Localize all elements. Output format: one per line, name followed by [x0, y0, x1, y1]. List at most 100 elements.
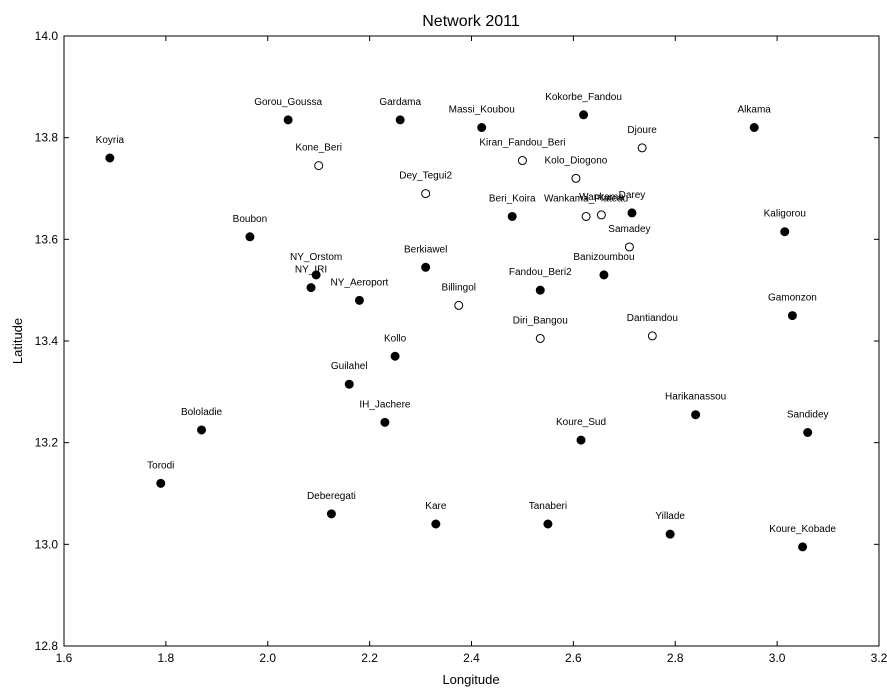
- point-label: Kaligorou: [764, 209, 806, 220]
- x-axis: 1.6 1.8 2.0 2.2 2.4 2.6 2.8 3.0 3.2: [56, 36, 887, 665]
- data-point: [421, 262, 431, 272]
- y-tick-label: 12.8: [35, 639, 59, 653]
- point-label: Koure_Sud: [556, 417, 606, 428]
- x-tick-label: 2.4: [463, 651, 480, 665]
- data-point: [535, 285, 545, 295]
- point-label: Sandidey: [787, 410, 829, 421]
- x-tick-label: 1.8: [158, 651, 175, 665]
- point-label: Tanaberi: [529, 501, 567, 512]
- point-label: Beri_Koira: [489, 193, 536, 204]
- data-point: [507, 211, 517, 221]
- point-label: Bololadie: [181, 407, 223, 418]
- data-point: [599, 270, 609, 280]
- point-label: Billingol: [442, 282, 476, 293]
- data-point: [156, 478, 166, 488]
- data-point: [380, 417, 390, 427]
- point-label: Wankama_Plateau: [544, 193, 628, 204]
- x-tick-label: 1.6: [56, 651, 73, 665]
- point-label: Gardama: [379, 97, 421, 108]
- data-point: [787, 311, 797, 321]
- point-label: Harikanassou: [665, 392, 726, 403]
- point-label: Gamonzon: [768, 293, 817, 304]
- point-label: Guilahel: [331, 361, 368, 372]
- data-point: [283, 115, 293, 125]
- y-axis-label: Latitude: [10, 318, 25, 364]
- x-axis-label: Longitude: [442, 672, 499, 687]
- data-point: [421, 189, 431, 199]
- point-label: NY_Orstom: [290, 252, 342, 263]
- point-label: IH_Jachere: [359, 399, 411, 410]
- point-label: Djoure: [627, 125, 657, 136]
- point-label: Kollo: [384, 333, 407, 344]
- plot-frame: [63, 35, 880, 647]
- x-tick-label: 2.2: [361, 651, 378, 665]
- data-point: [596, 210, 606, 220]
- x-tick-label: 2.6: [565, 651, 582, 665]
- data-point: [780, 227, 790, 237]
- point-label: Kiran_Fandou_Beri: [479, 138, 565, 149]
- point-label: Samadey: [608, 224, 650, 235]
- point-label: Kone_Beri: [295, 143, 342, 154]
- data-point: [477, 123, 487, 132]
- data-point: [535, 333, 545, 343]
- data-point: [803, 428, 813, 437]
- data-point: [354, 295, 364, 305]
- point-label: NY_IRI: [295, 265, 327, 276]
- data-point: [344, 379, 354, 389]
- data-point: [431, 519, 441, 529]
- x-tick-label: 3.0: [769, 651, 786, 665]
- chart-title: Network 2011: [422, 13, 520, 30]
- y-tick-label: 14.0: [35, 29, 59, 43]
- point-label: Torodi: [147, 460, 174, 471]
- data-point: [665, 529, 675, 539]
- data-point: [624, 242, 634, 252]
- point-label: Dantiandou: [627, 313, 678, 324]
- y-axis: 12.8 13.0 13.2 13.4 13.6 13.8 14.0: [35, 29, 879, 653]
- y-tick-label: 13.2: [35, 436, 59, 450]
- point-label: Dey_Tegui2: [399, 171, 452, 182]
- data-point: [517, 156, 527, 166]
- data-point: [579, 110, 589, 120]
- point-label: Deberegati: [307, 491, 356, 502]
- point-label: Massi_Koubou: [449, 105, 515, 116]
- data-points: [105, 110, 813, 552]
- point-label: Alkama: [738, 105, 772, 116]
- data-point: [627, 208, 637, 218]
- data-point: [395, 115, 405, 125]
- point-label: Wankama: [579, 192, 624, 203]
- point-label: Koyria: [96, 135, 125, 146]
- data-point: [197, 425, 207, 435]
- data-point: [105, 153, 115, 163]
- point-label: Kokorbe_Fandou: [545, 92, 622, 103]
- data-point: [543, 519, 553, 529]
- point-label: Fandou_Beri2: [509, 267, 572, 278]
- point-label: Berkiawel: [404, 244, 447, 255]
- data-point: [637, 143, 647, 153]
- point-label: Kare: [425, 501, 447, 512]
- data-point: [647, 331, 657, 341]
- data-point: [314, 161, 324, 171]
- y-tick-label: 13.8: [35, 131, 59, 145]
- data-point: [576, 435, 586, 445]
- data-point: [311, 270, 321, 280]
- point-label: NY_Aeroport: [331, 277, 389, 288]
- point-label: Darey: [619, 190, 646, 201]
- point-label: Diri_Bangou: [513, 315, 568, 326]
- point-label: Gorou_Goussa: [254, 97, 322, 108]
- point-labels: Koyria Gorou_Goussa Gardama Massi_Koubou Kok…: [96, 92, 837, 535]
- x-tick-label: 2.8: [667, 651, 684, 665]
- data-point: [306, 283, 316, 293]
- data-point: [691, 410, 701, 420]
- x-tick-label: 2.0: [259, 651, 276, 665]
- x-tick-label: 3.2: [871, 651, 887, 665]
- data-point: [571, 173, 581, 183]
- point-label: Banizoumbou: [573, 252, 634, 263]
- data-point: [749, 123, 759, 132]
- point-label: Boubon: [233, 214, 267, 225]
- point-label: Kolo_Diogono: [545, 155, 608, 166]
- data-point: [326, 509, 336, 519]
- point-label: Yillade: [655, 511, 685, 522]
- y-tick-label: 13.6: [35, 232, 59, 246]
